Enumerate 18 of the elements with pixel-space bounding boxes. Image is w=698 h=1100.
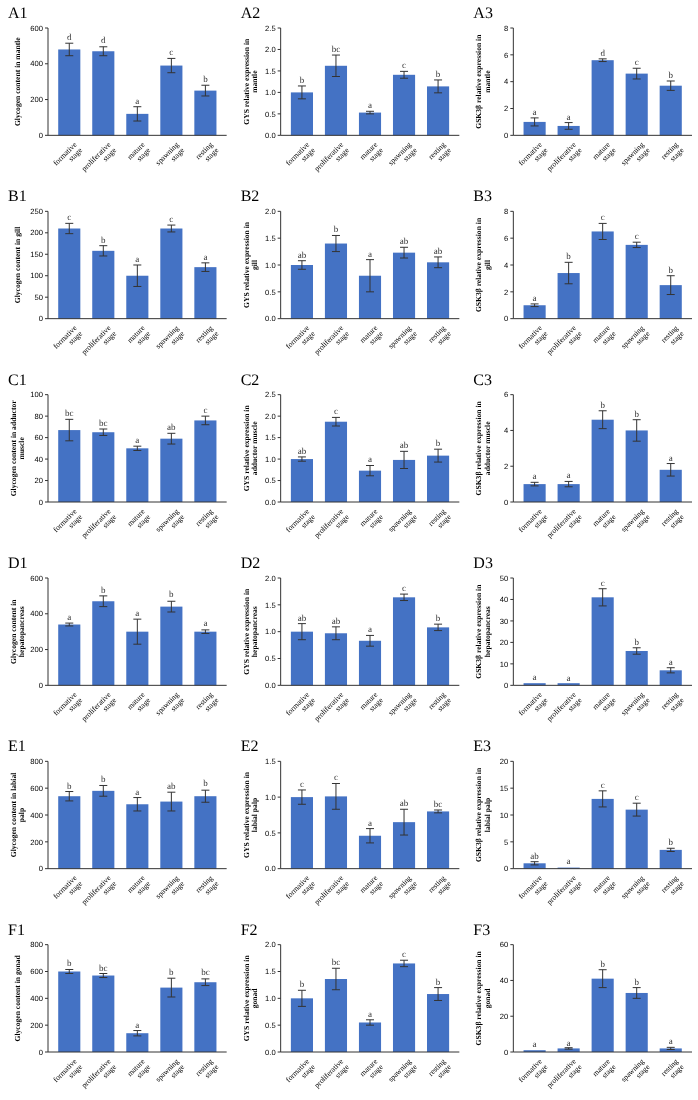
chart-title: C3 xyxy=(473,370,493,389)
chart-title: B3 xyxy=(473,187,493,206)
chart-title: B2 xyxy=(240,187,260,206)
chart-title: D3 xyxy=(473,554,493,572)
chart-title: B1 xyxy=(8,187,27,206)
chart-title: F3 xyxy=(473,920,491,939)
chart-title: E3 xyxy=(473,737,492,756)
chart-title: D1 xyxy=(8,554,28,572)
chart-title: D2 xyxy=(240,554,261,572)
chart-title: F2 xyxy=(240,920,258,939)
chart-title: A2 xyxy=(240,4,261,22)
chart-title: A1 xyxy=(8,4,28,22)
chart-title: E1 xyxy=(8,737,26,756)
chart-title: E2 xyxy=(240,737,259,756)
chart-title: F1 xyxy=(8,920,25,939)
chart-title: C1 xyxy=(8,370,27,389)
chart-title: C2 xyxy=(240,370,260,389)
chart-title: A3 xyxy=(473,4,493,22)
